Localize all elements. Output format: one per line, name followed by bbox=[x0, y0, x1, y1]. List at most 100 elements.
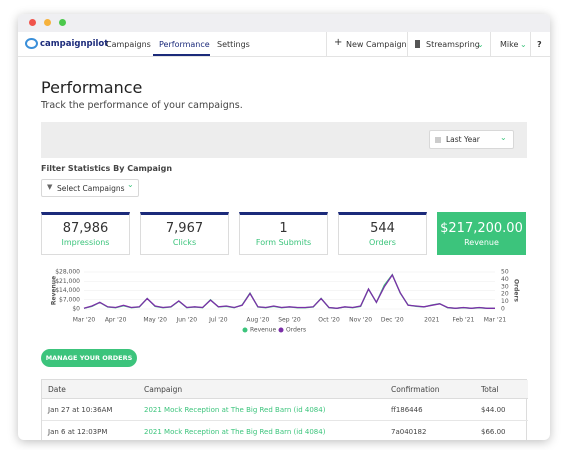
table-cell: $66.00 bbox=[481, 428, 506, 436]
y-tick-label: $21,000 bbox=[55, 278, 80, 285]
minimize-dot[interactable] bbox=[44, 19, 51, 26]
date-filter: Last Year bbox=[446, 135, 480, 144]
stat-value: 87,986 bbox=[62, 221, 109, 236]
building-icon bbox=[415, 40, 420, 48]
page-subtitle: Track the performance of your campaigns. bbox=[41, 100, 243, 111]
stat-card: 1 Form Submits bbox=[239, 212, 328, 255]
stat-label: Orders bbox=[369, 238, 396, 247]
y2-tick-label: 10 bbox=[501, 298, 509, 305]
x-tick-label: May '20 bbox=[143, 317, 167, 324]
x-tick-label: Mar '21 bbox=[484, 317, 507, 324]
x-tick-label: Mar '20 bbox=[73, 317, 96, 324]
nav-bar: campaignpilot Campaigns Performance Sett… bbox=[18, 32, 550, 57]
stat-value: 544 bbox=[370, 221, 395, 236]
account-menu[interactable]: Streamspring bbox=[426, 40, 480, 49]
y2-tick-label: 30 bbox=[501, 283, 509, 290]
user-menu[interactable]: Mike bbox=[500, 40, 519, 49]
series-line bbox=[83, 273, 495, 309]
x-tick-label: Apr '20 bbox=[105, 317, 127, 324]
divider bbox=[407, 32, 408, 57]
stat-value: $217,200.00 bbox=[440, 221, 523, 236]
logo[interactable]: campaignpilot bbox=[40, 39, 109, 49]
x-tick-label: Sep '20 bbox=[278, 317, 301, 324]
stat-card: 7,967 Clicks bbox=[140, 212, 229, 255]
browser-window: campaignpilot Campaigns Performance Sett… bbox=[18, 14, 550, 440]
chevron: ⌄ bbox=[520, 40, 527, 49]
column-header: Confirmation bbox=[391, 385, 440, 394]
chevron: ⌄ bbox=[477, 40, 484, 49]
x-tick-label: Oct '20 bbox=[318, 317, 340, 324]
y2-tick-label: 50 bbox=[501, 269, 509, 276]
divider bbox=[530, 32, 531, 57]
column-header: Total bbox=[481, 385, 499, 394]
stat-label: Clicks bbox=[172, 238, 197, 247]
table-cell: Jan 6 at 12:03PM bbox=[48, 428, 108, 436]
column-header: Date bbox=[48, 385, 66, 394]
close-dot[interactable] bbox=[29, 19, 36, 26]
row-divider bbox=[42, 420, 528, 421]
x-tick-label: Aug '20 bbox=[246, 317, 269, 324]
x-tick-label: Nov '20 bbox=[349, 317, 372, 324]
nav-link[interactable]: Performance bbox=[159, 40, 210, 49]
stat-value: 7,967 bbox=[165, 221, 204, 236]
stat-card: 87,986 Impressions bbox=[41, 212, 130, 255]
new-campaign[interactable]: New Campaign bbox=[346, 40, 407, 49]
y2-axis-label: Orders bbox=[513, 279, 520, 302]
table-cell: ff186446 bbox=[391, 406, 423, 414]
y-tick-label: $7,000 bbox=[59, 296, 80, 303]
stat-value: 1 bbox=[279, 221, 288, 236]
y2-tick-label: 20 bbox=[501, 291, 509, 298]
nav-link[interactable]: Settings bbox=[217, 40, 250, 49]
orders-table: Date Campaign Confirmation Total Jan 27 at 1… bbox=[41, 379, 528, 440]
table-header bbox=[42, 380, 528, 399]
y-tick-label: $0 bbox=[72, 306, 80, 313]
filter-band: Last Year ⌄ bbox=[41, 122, 527, 158]
logo-icon bbox=[25, 38, 38, 49]
campaign-link[interactable]: 2021 Mock Reception at The Big Red Barn … bbox=[144, 428, 326, 436]
y-axis-label: Revenue bbox=[51, 276, 58, 305]
calendar-icon bbox=[435, 137, 441, 143]
legend-swatch bbox=[242, 327, 248, 333]
date-dropdown[interactable]: Last Year ⌄ bbox=[429, 130, 514, 149]
help[interactable]: ? bbox=[537, 40, 542, 49]
legend-label: Orders bbox=[286, 327, 306, 334]
divider bbox=[326, 32, 327, 57]
campaign-select[interactable]: ▼ Select Campaigns ⌄ bbox=[41, 179, 139, 197]
nav-link[interactable]: Campaigns bbox=[106, 40, 151, 49]
title-bar bbox=[18, 14, 550, 32]
active-underline bbox=[153, 54, 210, 56]
y2-tick-label: 0 bbox=[501, 306, 505, 313]
table-cell: 7a040182 bbox=[391, 428, 427, 436]
chart: $0 $7,000 $14,000 $21,000 $28,000 01020304050… bbox=[51, 269, 520, 334]
filter-icon: ▼ bbox=[47, 183, 53, 191]
x-tick-label: 2021 bbox=[424, 317, 439, 324]
y-tick-label: $28,000 bbox=[55, 269, 80, 276]
manage-orders-button[interactable]: MANAGE YOUR ORDERS bbox=[41, 349, 137, 367]
y-tick-label: $14,000 bbox=[55, 287, 80, 294]
select-text: Select Campaigns bbox=[57, 184, 125, 193]
stat-label: Revenue bbox=[464, 238, 499, 247]
chevron: ⌄ bbox=[500, 133, 507, 142]
x-tick-label: Jun '20 bbox=[175, 317, 197, 324]
stat-card: $217,200.00 Revenue bbox=[437, 212, 526, 255]
filter-label: Filter Statistics By Campaign bbox=[41, 164, 173, 173]
legend-label: Revenue bbox=[250, 327, 276, 334]
plus-icon: + bbox=[334, 37, 343, 48]
chevron: ⌄ bbox=[127, 180, 134, 189]
stat-label: Form Submits bbox=[255, 238, 312, 247]
stat-card: 544 Orders bbox=[338, 212, 427, 255]
column-header: Campaign bbox=[144, 385, 183, 394]
x-tick-label: Dec '20 bbox=[381, 317, 404, 324]
stat-label: Impressions bbox=[61, 238, 110, 247]
table-cell: $44.00 bbox=[481, 406, 506, 414]
series-line bbox=[83, 273, 495, 309]
x-tick-label: Feb '21 bbox=[452, 317, 474, 324]
y2-tick-label: 40 bbox=[501, 276, 509, 283]
divider bbox=[490, 32, 491, 57]
maximize-dot[interactable] bbox=[59, 19, 66, 26]
page-title: Performance bbox=[41, 78, 143, 97]
table-cell: Jan 27 at 10:36AM bbox=[48, 406, 113, 414]
campaign-link[interactable]: 2021 Mock Reception at The Big Red Barn … bbox=[144, 406, 326, 414]
x-tick-label: Jul '20 bbox=[208, 317, 228, 324]
